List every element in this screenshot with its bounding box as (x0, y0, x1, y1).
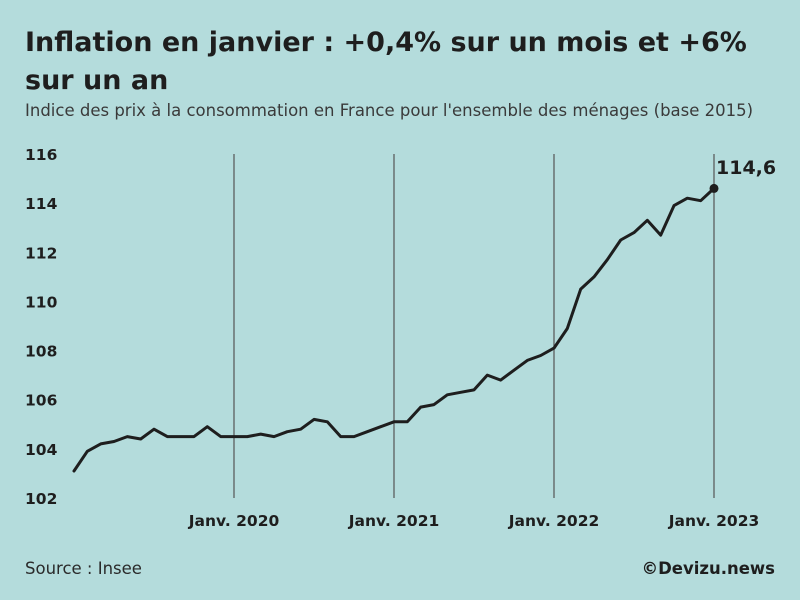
series-line (72, 186, 716, 473)
y-tick-label: 116 (25, 146, 57, 164)
last-point-marker (709, 183, 719, 193)
x-tick-label: Janv. 2020 (188, 512, 280, 530)
last-value-label: 114,6 (716, 157, 776, 179)
x-tick-label: Janv. 2021 (348, 512, 440, 530)
y-tick-label: 106 (25, 392, 57, 410)
source-note: Source : Insee (25, 559, 142, 578)
y-tick-label: 110 (25, 293, 58, 311)
x-tick-label: Janv. 2023 (668, 512, 760, 530)
brand-credit: ©Devizu.news (641, 559, 775, 578)
y-tick-label: 102 (25, 490, 57, 508)
y-tick-label: 104 (25, 441, 58, 459)
y-tick-label: 114 (25, 195, 58, 213)
chart-title: Inflation en janvier : +0,4% sur un mois… (25, 27, 747, 96)
y-tick-label: 108 (25, 343, 57, 361)
x-tick-label: Janv. 2022 (508, 512, 600, 530)
chart-subtitle: Indice des prix à la consommation en Fra… (25, 101, 754, 120)
y-tick-label: 112 (25, 244, 57, 262)
